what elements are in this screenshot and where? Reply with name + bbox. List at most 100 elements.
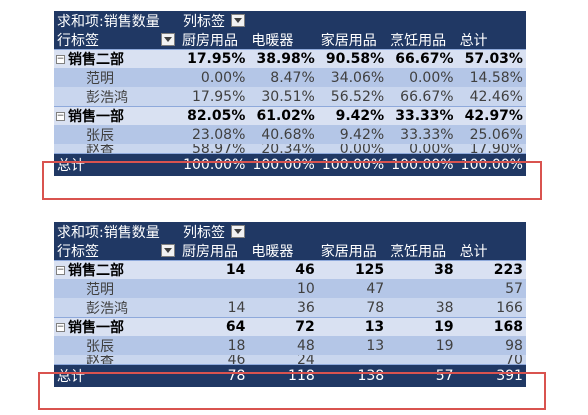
group-row[interactable]: − 销售一部 64 72 13 19 168	[54, 317, 526, 336]
column-header[interactable]: 厨房用品	[182, 32, 238, 49]
column-header[interactable]: 总计	[459, 32, 488, 49]
value-cell[interactable]: 19	[434, 319, 454, 335]
chevron-down-icon[interactable]	[161, 244, 175, 257]
chevron-down-icon[interactable]	[161, 33, 175, 46]
value-cell[interactable]	[387, 355, 456, 364]
item-row[interactable]: 范明 0.00% 8.47% 34.06% 0.00% 14.58%	[54, 68, 526, 87]
value-cell[interactable]: 47	[366, 280, 385, 297]
value-cell[interactable]: 57.03%	[464, 51, 523, 67]
item-row[interactable]: 张辰 23.08% 40.68% 9.42% 33.33% 25.06%	[54, 125, 526, 144]
value-cell[interactable]: 17.95%	[187, 51, 246, 67]
value-cell[interactable]: 18	[227, 337, 246, 354]
group-row[interactable]: − 销售一部 82.05% 61.02% 9.42% 33.33% 42.97%	[54, 106, 526, 125]
total-cell[interactable]: 100.00%	[183, 157, 246, 173]
value-cell[interactable]: 14	[227, 299, 246, 316]
value-cell[interactable]: 48	[296, 337, 315, 354]
grand-total-row[interactable]: 总计 100.00% 100.00% 100.00% 100.00% 100.0…	[54, 153, 526, 176]
column-header[interactable]: 电暖器	[251, 32, 294, 49]
item-row[interactable]: 赵香 46 24 70	[54, 355, 526, 364]
value-cell[interactable]: 72	[295, 319, 315, 335]
value-cell[interactable]: 38	[435, 299, 454, 316]
value-cell[interactable]: 19	[435, 337, 454, 354]
column-header[interactable]: 家居用品	[320, 243, 377, 260]
value-cell[interactable]: 82.05%	[187, 108, 246, 124]
value-cell[interactable]: 61.02%	[256, 108, 315, 124]
value-cell[interactable]: 66.67%	[400, 88, 454, 105]
column-labels-filter[interactable]: 列标签	[179, 11, 279, 30]
value-cell[interactable]: 46	[295, 262, 315, 278]
item-row[interactable]: 范明 10 47 57	[54, 279, 526, 298]
value-cell[interactable]: 38.98%	[256, 51, 315, 67]
value-cell[interactable]: 10	[296, 280, 315, 297]
item-row[interactable]: 赵香 58.97% 20.34% 0.00% 0.00% 17.90%	[54, 144, 526, 153]
collapse-icon[interactable]: −	[56, 321, 65, 332]
value-cell[interactable]: 223	[493, 262, 523, 278]
value-cell[interactable]: 36	[296, 299, 315, 316]
row-labels-filter[interactable]: 行标签	[54, 30, 179, 49]
value-cell[interactable]: 33.33%	[400, 126, 454, 143]
value-cell[interactable]	[179, 279, 248, 298]
value-cell[interactable]: 166	[496, 299, 523, 316]
value-cell[interactable]: 25.06%	[469, 126, 523, 143]
value-cell[interactable]: 33.33%	[395, 108, 454, 124]
value-cell[interactable]: 14	[225, 262, 246, 278]
value-cell[interactable]	[318, 355, 387, 364]
value-cell[interactable]: 56.52%	[330, 88, 385, 105]
value-cell[interactable]: 24	[296, 355, 315, 364]
value-cell[interactable]: 9.42%	[339, 126, 385, 143]
value-cell[interactable]: 78	[366, 299, 385, 316]
total-cell[interactable]: 100.00%	[321, 157, 385, 173]
chevron-down-icon[interactable]	[231, 225, 245, 238]
value-cell[interactable]: 125	[354, 262, 385, 278]
total-cell[interactable]: 78	[227, 368, 246, 384]
total-cell[interactable]: 118	[288, 368, 315, 384]
value-cell[interactable]: 20.34%	[261, 144, 315, 153]
value-cell[interactable]: 98	[505, 337, 523, 354]
value-cell[interactable]: 38	[434, 262, 454, 278]
value-cell[interactable]: 0.00%	[409, 144, 454, 153]
value-cell[interactable]: 0.00%	[339, 144, 385, 153]
value-cell[interactable]: 90.58%	[325, 51, 385, 67]
column-header[interactable]: 烹饪用品	[390, 32, 447, 49]
item-row[interactable]: 彭浩鸿 14 36 78 38 166	[54, 298, 526, 317]
grand-total-row[interactable]: 总计 78 118 138 57 391	[54, 364, 526, 387]
item-row[interactable]: 彭浩鸿 17.95% 30.51% 56.52% 66.67% 42.46%	[54, 87, 526, 106]
total-cell[interactable]: 57	[435, 368, 454, 384]
value-cell[interactable]: 58.97%	[192, 144, 246, 153]
row-labels-filter[interactable]: 行标签	[54, 241, 179, 260]
column-header[interactable]: 家居用品	[320, 32, 377, 49]
total-cell[interactable]: 391	[496, 368, 523, 384]
total-cell[interactable]: 138	[357, 368, 385, 384]
value-cell[interactable]: 0.00%	[200, 69, 246, 86]
value-cell[interactable]: 40.68%	[261, 126, 315, 143]
value-cell[interactable]: 42.46%	[469, 88, 523, 105]
column-labels-filter[interactable]: 列标签	[179, 222, 279, 241]
value-cell[interactable]: 17.90%	[469, 144, 523, 153]
value-cell[interactable]	[387, 279, 456, 298]
value-cell[interactable]: 14.58%	[469, 69, 523, 86]
group-row[interactable]: − 销售二部 17.95% 38.98% 90.58% 66.67% 57.03%	[54, 49, 526, 68]
total-cell[interactable]: 100.00%	[391, 157, 454, 173]
value-cell[interactable]: 17.95%	[192, 88, 246, 105]
value-cell[interactable]: 9.42%	[335, 108, 385, 124]
value-cell[interactable]: 70	[505, 355, 523, 364]
collapse-icon[interactable]: −	[56, 110, 65, 121]
value-cell[interactable]: 168	[493, 319, 523, 335]
total-cell[interactable]: 100.00%	[460, 157, 523, 173]
value-cell[interactable]: 66.67%	[395, 51, 454, 67]
collapse-icon[interactable]: −	[56, 53, 65, 64]
collapse-icon[interactable]: −	[56, 264, 65, 275]
value-cell[interactable]: 23.08%	[192, 126, 246, 143]
item-row[interactable]: 张辰 18 48 13 19 98	[54, 336, 526, 355]
chevron-down-icon[interactable]	[231, 14, 245, 27]
value-cell[interactable]: 34.06%	[330, 69, 385, 86]
column-header[interactable]: 烹饪用品	[390, 243, 447, 260]
value-cell[interactable]: 0.00%	[409, 69, 454, 86]
group-row[interactable]: − 销售二部 14 46 125 38 223	[54, 260, 526, 279]
total-cell[interactable]: 100.00%	[252, 157, 315, 173]
value-cell[interactable]: 42.97%	[464, 108, 523, 124]
value-cell[interactable]: 13	[364, 319, 385, 335]
value-cell[interactable]: 46	[227, 355, 246, 364]
value-cell[interactable]: 57	[505, 280, 523, 297]
column-header[interactable]: 总计	[459, 243, 488, 260]
